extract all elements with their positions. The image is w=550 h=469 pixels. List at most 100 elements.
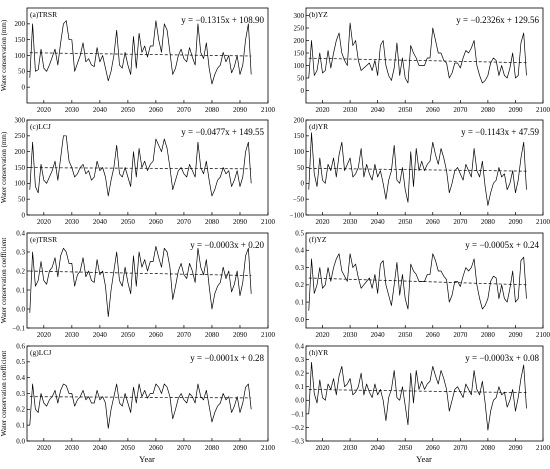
y-tick-label: −100 — [290, 211, 305, 219]
x-tick-label: 2060 — [149, 106, 164, 114]
x-tick-label: 2080 — [481, 331, 496, 339]
y-tick-label: 0 — [301, 87, 305, 95]
x-tick-label: 2050 — [398, 444, 413, 452]
series-line — [308, 253, 527, 311]
x-tick-label: 2040 — [371, 331, 386, 339]
x-tick-label: 2050 — [398, 218, 413, 226]
y-tick-label: 0.0 — [295, 316, 304, 324]
series-line — [29, 20, 252, 85]
x-tick-label: 2080 — [481, 444, 496, 452]
x-tick-label: 2080 — [205, 106, 220, 114]
y-tick-label: 0.6 — [16, 342, 25, 350]
x-tick-label: 2030 — [65, 444, 80, 452]
y-tick-label: 50 — [297, 74, 305, 82]
y-tick-label: 0.2 — [16, 406, 25, 414]
y-tick-label: 0 — [22, 84, 26, 92]
y-tick-label: 0.2 — [295, 370, 304, 378]
x-tick-label: 2080 — [205, 218, 220, 226]
x-tick-label: 2070 — [177, 106, 192, 114]
trend-equation: y = −0.1315x + 108.90 — [181, 15, 264, 25]
x-tick-label: 2030 — [65, 331, 80, 339]
x-tick-label: 2020 — [37, 444, 52, 452]
panel-1: 2020 2030 2040 2050 2060 2070 2080 2090 2100 0 50 1… — [0, 7, 276, 114]
x-tick-label: 2020 — [37, 218, 52, 226]
x-tick-label: 2060 — [149, 331, 164, 339]
x-tick-label: 2040 — [371, 106, 386, 114]
y-tick-label: 0.5 — [16, 358, 25, 366]
x-tick-label: 2100 — [536, 218, 550, 226]
panel-title: (a)TRSR — [30, 10, 57, 19]
trend-equation: y = −0.2326x + 129.56 — [456, 15, 539, 25]
x-tick-label: 2040 — [93, 218, 108, 226]
x-tick-label: 2060 — [149, 218, 164, 226]
y-tick-label: −0.2 — [291, 424, 304, 432]
y-tick-label: −0.1 — [12, 324, 25, 332]
x-tick-label: 2070 — [453, 106, 468, 114]
x-tick-label: 2070 — [177, 444, 192, 452]
x-tick-label: 2050 — [121, 218, 136, 226]
y-tick-label: 0.0 — [16, 437, 25, 445]
x-tick-label: 2090 — [233, 331, 248, 339]
trend-equation: y = −0.1143x + 47.59 — [461, 127, 539, 137]
y-tick-label: −50 — [293, 196, 304, 204]
y-tick-label: 50 — [18, 68, 26, 76]
y-tick-label: 50 — [297, 164, 305, 172]
trend-line — [29, 396, 252, 399]
x-tick-label: 2020 — [316, 331, 331, 339]
y-tick-label: 100 — [294, 62, 305, 70]
x-tick-label: 2090 — [233, 218, 248, 226]
y-axis-label: Water conservation coefficient — [0, 351, 8, 437]
y-tick-label: 0.0 — [16, 305, 25, 313]
x-tick-label: 2090 — [508, 218, 523, 226]
x-tick-label: 2060 — [149, 444, 164, 452]
trend-line — [29, 270, 252, 276]
y-tick-label: 0.2 — [16, 267, 25, 275]
x-tick-label: 2090 — [233, 106, 248, 114]
trend-line — [308, 57, 527, 64]
panel-title: (h)YR — [309, 348, 328, 357]
x-tick-label: 2100 — [261, 444, 276, 452]
x-tick-label: 2070 — [453, 444, 468, 452]
x-tick-label: 2060 — [426, 444, 441, 452]
plot-frame — [305, 232, 544, 329]
y-tick-label: 0.0 — [295, 397, 304, 405]
y-tick-label: 200 — [15, 20, 26, 28]
x-tick-label: 2070 — [453, 218, 468, 226]
x-tick-label: 2020 — [37, 331, 52, 339]
panel-title: (g)LCJ — [30, 348, 51, 357]
x-axis-label: Year — [416, 454, 432, 464]
x-tick-label: 2100 — [261, 331, 276, 339]
plot-frame — [26, 232, 269, 329]
x-tick-label: 2020 — [316, 444, 331, 452]
y-tick-label: 0.3 — [295, 356, 304, 364]
panel-6: 2020 2030 2040 2050 2060 2070 2080 2090 2100 0.0 0… — [295, 229, 550, 339]
panel-title: (c)LCJ — [30, 122, 51, 131]
y-tick-label: 300 — [294, 12, 305, 20]
y-tick-label: −0.1 — [291, 410, 304, 418]
trend-line — [308, 277, 527, 286]
trend-line — [308, 389, 527, 394]
x-axis-label: Year — [139, 454, 155, 464]
x-tick-label: 2080 — [205, 331, 220, 339]
panel-7: 2020 2030 2040 2050 2060 2070 2080 2090 2100 0.0 0… — [0, 342, 276, 452]
x-tick-label: 2100 — [536, 444, 550, 452]
x-tick-label: 2080 — [481, 106, 496, 114]
y-tick-label: 0.1 — [295, 298, 304, 306]
x-tick-label: 2030 — [343, 331, 358, 339]
x-tick-label: 2020 — [316, 106, 331, 114]
trend-line — [29, 52, 252, 57]
x-tick-label: 2030 — [343, 444, 358, 452]
series-line — [29, 383, 252, 429]
trend-line — [29, 167, 252, 170]
panel-title: (b)YZ — [309, 10, 328, 19]
panel-2: 2020 2030 2040 2050 2060 2070 2080 2090 2100 0 50 1… — [294, 7, 550, 114]
series-line — [29, 135, 252, 197]
y-tick-label: 250 — [15, 132, 26, 140]
panel-title: (e)TRSR — [30, 235, 57, 244]
y-tick-label: 0.4 — [295, 342, 304, 350]
series-line — [308, 361, 527, 431]
x-tick-label: 2090 — [508, 331, 523, 339]
y-tick-label: 50 — [18, 196, 26, 204]
plot-frame — [305, 7, 544, 104]
